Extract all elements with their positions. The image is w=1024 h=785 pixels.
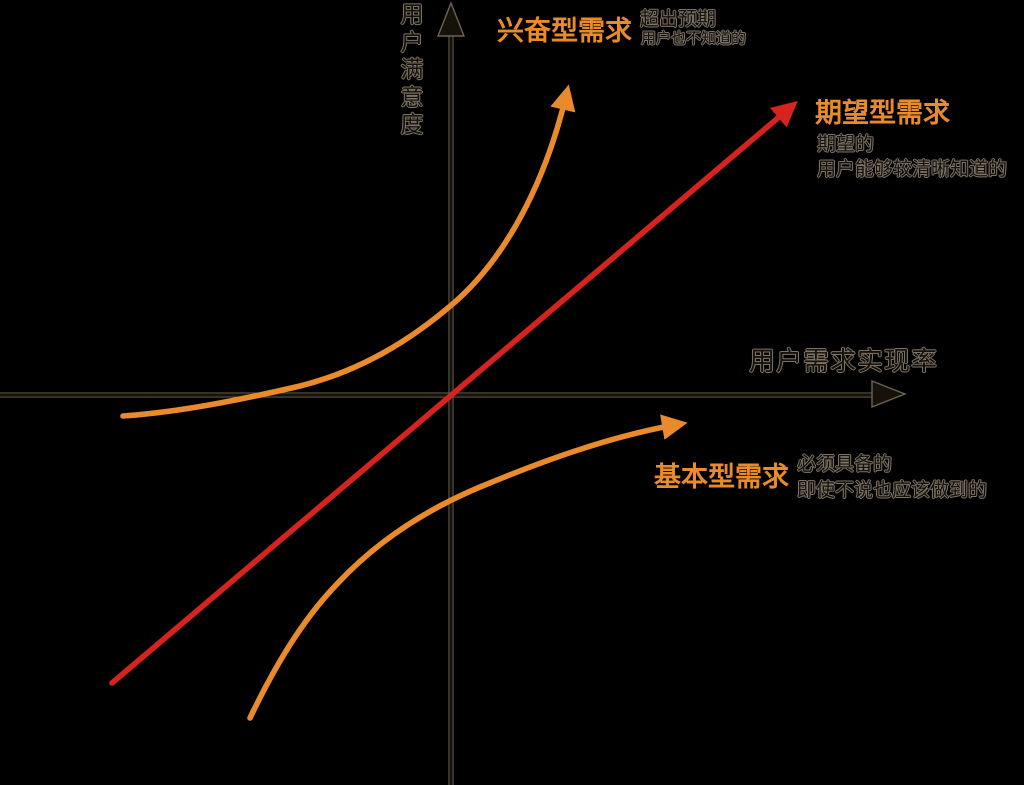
excitement-note-line2: 用户也不知道的 [641, 29, 747, 47]
x-axis-arrowhead [871, 379, 907, 409]
basic-note-line2: 即使不说也应该做到的 [797, 479, 988, 501]
expectation-line [109, 101, 798, 686]
basic-note-line1: 必须具备的 [797, 453, 893, 475]
y-axis-arrowhead [436, 1, 466, 37]
x-axis-label: 用户需求实现率 [749, 347, 939, 377]
expectation-label: 期望型需求 [815, 98, 950, 129]
excitement-curve [120, 84, 576, 419]
expectation-note-line2: 用户能够较清晰知道的 [817, 158, 1008, 180]
basic-curve [247, 414, 688, 721]
y-axis [436, 1, 466, 785]
basic-label: 基本型需求 [654, 462, 789, 493]
x-axis [0, 379, 907, 409]
excitement-label: 兴奋型需求 [497, 16, 632, 47]
excitement-note-line1: 超出预期 [640, 8, 717, 30]
expectation-note-line1: 期望的 [817, 133, 875, 155]
y-axis-label: 用户满意度 [400, 2, 424, 138]
